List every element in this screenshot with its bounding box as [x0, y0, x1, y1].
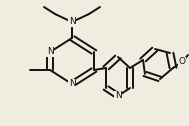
Text: O: O: [178, 57, 185, 67]
Text: N: N: [47, 48, 53, 56]
Text: N: N: [115, 91, 121, 101]
Text: N: N: [69, 80, 75, 88]
Text: N: N: [69, 18, 75, 26]
